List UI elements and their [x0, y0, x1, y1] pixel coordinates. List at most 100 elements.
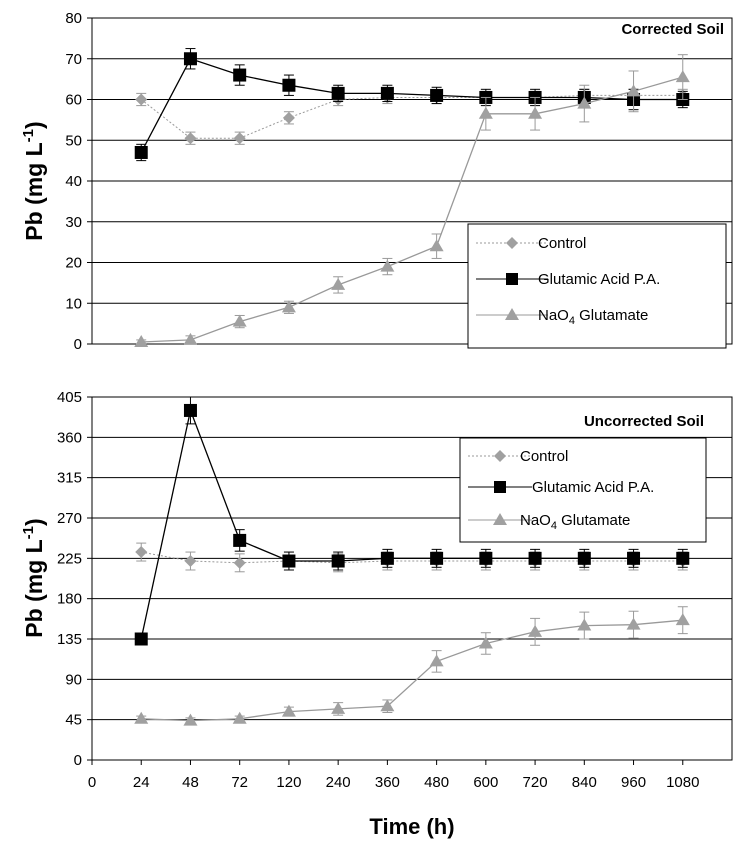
x-tick-label: 48	[182, 774, 199, 791]
data-point	[430, 88, 444, 102]
x-tick-label: 720	[523, 774, 548, 791]
x-tick-label: 960	[621, 774, 646, 791]
y-tick-label: 90	[65, 671, 82, 688]
data-point	[183, 52, 197, 66]
data-point	[675, 70, 690, 83]
data-point	[627, 551, 641, 565]
series-group	[134, 48, 690, 347]
y-tick-label: 45	[65, 712, 82, 729]
data-point	[380, 699, 395, 712]
legend-diamond-marker	[494, 450, 506, 462]
corrected-soil-panel: 0 10 20 30 40 50 60 70 80 Pb (mg L-1) Corrected …	[20, 10, 733, 353]
data-point	[233, 556, 246, 569]
x-tick-label: 840	[572, 774, 597, 791]
data-point	[184, 132, 197, 145]
y-tick-label: 315	[57, 470, 82, 487]
panel-title: Uncorrected Soil	[584, 413, 704, 430]
y-tick-labels: 0 45 90 135 180 225 270 315 360 405	[57, 389, 82, 769]
y-tick-label: 50	[65, 132, 82, 149]
data-point	[528, 551, 542, 565]
x-tick-label: 72	[231, 774, 248, 791]
data-point	[577, 618, 592, 631]
series-line	[140, 408, 683, 640]
y-tick-label: 80	[65, 10, 82, 27]
data-point	[282, 78, 296, 92]
legend-nao4-label: NaO4 Glutamate	[538, 307, 648, 327]
data-point	[232, 314, 247, 327]
data-point	[233, 132, 246, 145]
data-point	[134, 145, 148, 159]
data-point	[675, 613, 690, 626]
data-point	[183, 332, 198, 345]
x-tick-label: 480	[424, 774, 449, 791]
data-point	[331, 701, 346, 714]
x-tick-label: 1080	[666, 774, 699, 791]
y-tick-label: 360	[57, 429, 82, 446]
y-tick-labels: 0 10 20 30 40 50 60 70 80	[65, 10, 82, 353]
y-tick-label: 40	[65, 173, 82, 190]
data-point	[282, 111, 295, 124]
data-point	[183, 403, 197, 417]
y-tick-label: 0	[74, 336, 82, 353]
x-tick-label: 240	[326, 774, 351, 791]
y-tick-label: 10	[65, 295, 82, 312]
series-line	[140, 58, 683, 153]
data-point	[281, 300, 296, 313]
data-point	[134, 711, 149, 724]
legend-triangle-marker	[493, 513, 507, 525]
y-tick-label: 135	[57, 631, 82, 648]
uncorrected-soil-panel: 0 45 90 135 180 225 270 315 360 405 0 24 48 72 120 240…	[20, 389, 733, 839]
data-point	[380, 259, 395, 272]
x-axis-label: Time (h)	[369, 814, 454, 839]
y-tick-label: 30	[65, 214, 82, 231]
y-tick-label: 20	[65, 255, 82, 272]
data-point	[528, 624, 543, 637]
x-tick-labels: 0 24 48 72 120 240 360 480 600 720 840 960 1080	[88, 760, 699, 791]
data-point	[281, 704, 296, 717]
data-point	[626, 617, 641, 630]
legend-glutamic-label: Glutamic Acid P.A.	[538, 271, 660, 288]
data-point	[331, 277, 346, 290]
legend-control-label: Control	[538, 235, 586, 252]
y-axis-label: Pb (mg L-1)	[20, 121, 47, 240]
x-tick-label: 120	[276, 774, 301, 791]
data-point	[380, 551, 394, 565]
data-point	[331, 86, 345, 100]
data-point	[626, 84, 641, 97]
legend-nao4-label: NaO4 Glutamate	[520, 512, 630, 532]
legend-square-marker	[506, 273, 518, 285]
series-line	[140, 94, 683, 139]
x-tick-label: 24	[133, 774, 150, 791]
series-line	[141, 619, 683, 722]
legend-square-marker	[494, 481, 506, 493]
data-point	[676, 551, 690, 565]
y-tick-label: 70	[65, 51, 82, 68]
x-tick-label: 0	[88, 774, 96, 791]
series-line	[141, 76, 683, 343]
data-point	[282, 554, 296, 568]
data-point	[478, 636, 493, 649]
data-point	[577, 96, 592, 109]
y-tick-label: 270	[57, 510, 82, 527]
data-point	[430, 551, 444, 565]
data-point	[232, 711, 247, 724]
panel-title: Corrected Soil	[621, 21, 724, 38]
data-point	[233, 533, 247, 547]
data-point	[479, 551, 493, 565]
legend-triangle-marker	[505, 308, 519, 320]
data-point	[233, 68, 247, 82]
x-tick-label: 600	[473, 774, 498, 791]
y-tick-label: 180	[57, 591, 82, 608]
series-group	[134, 396, 690, 726]
data-point	[478, 106, 493, 119]
y-tick-label: 225	[57, 550, 82, 567]
data-point	[135, 546, 148, 559]
data-point	[429, 239, 444, 252]
data-point	[134, 334, 149, 347]
y-tick-label: 60	[65, 92, 82, 109]
data-point	[183, 713, 198, 726]
data-point	[429, 654, 444, 667]
plot-area	[91, 396, 733, 761]
legend: Control Glutamic Acid P.A. NaO4 Glutamat…	[467, 223, 727, 349]
